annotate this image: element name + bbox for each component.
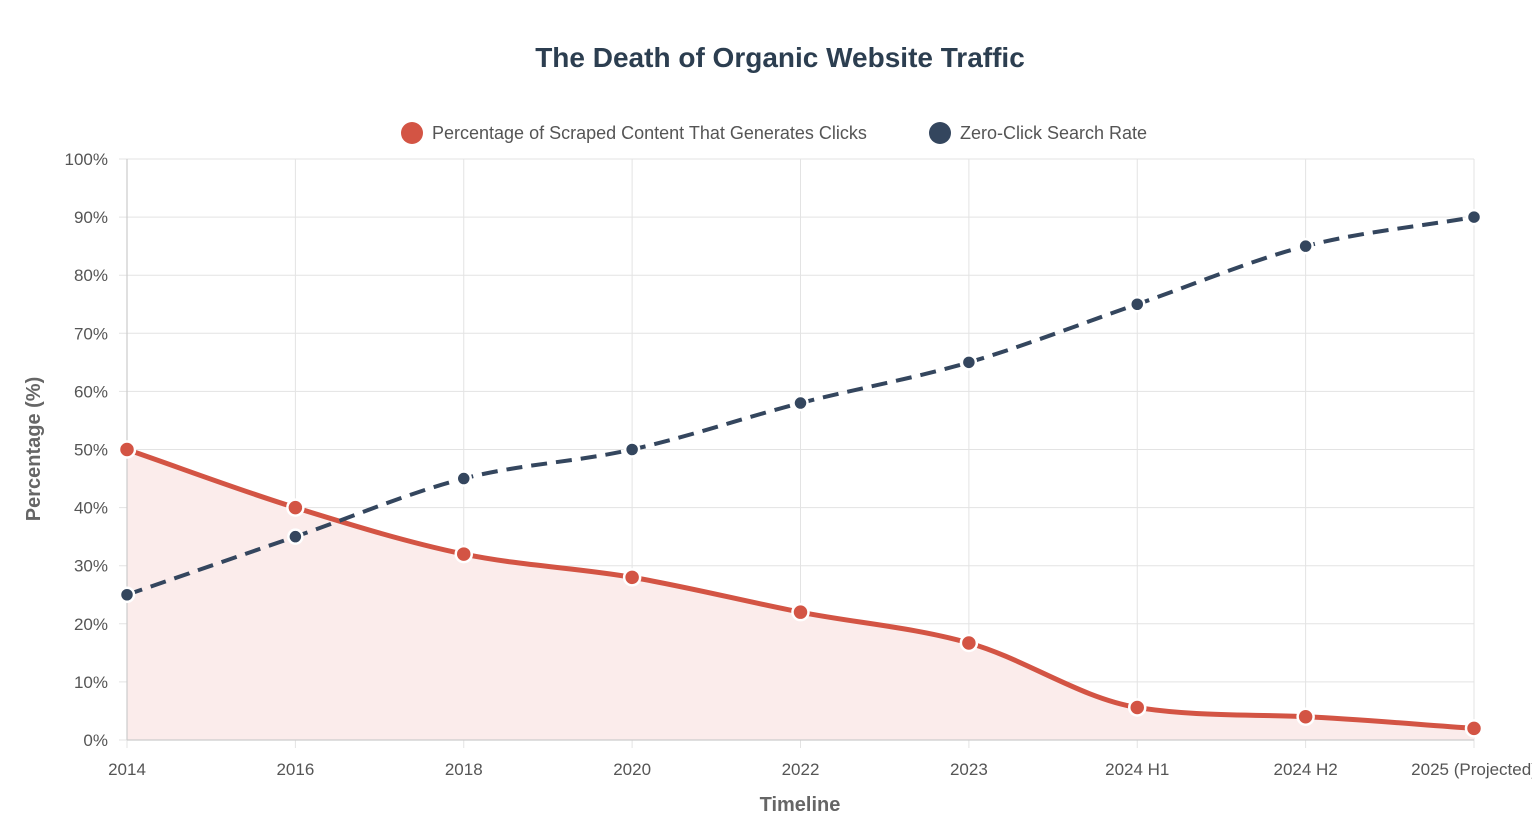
chart-title: The Death of Organic Website Traffic: [535, 42, 1025, 73]
point-zero-click[interactable]: [1297, 237, 1314, 255]
legend-item-zero-click[interactable]: Zero-Click Search Rate: [929, 122, 1147, 144]
y-axis-title: Percentage (%): [23, 377, 45, 522]
legend-label-scraped-content: Percentage of Scraped Content That Gener…: [432, 123, 867, 143]
point-scraped-content[interactable]: [622, 568, 642, 587]
legend-marker-zero-click: [929, 122, 951, 144]
point-zero-click[interactable]: [623, 441, 641, 458]
y-tick-label: 40%: [74, 499, 108, 518]
point-layer: [117, 208, 1484, 738]
point-zero-click[interactable]: [455, 470, 472, 487]
point-scraped-content[interactable]: [454, 544, 473, 564]
label-layer: 0% 10% 20% 30% 40% 50% 60% 70% 80% 90% 100% 2014 201…: [65, 150, 1532, 779]
area-layer: [127, 449, 1474, 740]
point-scraped-content[interactable]: [117, 440, 137, 459]
x-tick-label: 2023: [950, 760, 988, 779]
point-zero-click[interactable]: [1129, 296, 1146, 313]
x-tick-label: 2020: [613, 760, 651, 779]
point-scraped-content[interactable]: [959, 633, 979, 653]
point-zero-click[interactable]: [792, 394, 809, 412]
legend-label-zero-click: Zero-Click Search Rate: [960, 123, 1147, 143]
y-tick-label: 60%: [74, 382, 108, 401]
point-scraped-content[interactable]: [1296, 707, 1315, 727]
y-tick-label: 30%: [74, 557, 108, 576]
legend-item-scraped-content[interactable]: Percentage of Scraped Content That Gener…: [401, 122, 867, 144]
y-tick-label: 20%: [74, 615, 108, 634]
x-tick-label: 2024 H1: [1105, 760, 1169, 779]
legend-marker-scraped-content: [401, 122, 423, 144]
y-tick-label: 90%: [74, 208, 108, 227]
x-tick-label: 2024 H2: [1273, 760, 1337, 779]
y-tick-label: 100%: [65, 150, 108, 169]
x-tick-label: 2016: [276, 760, 314, 779]
point-scraped-content[interactable]: [1128, 698, 1147, 717]
y-tick-label: 0%: [83, 731, 108, 750]
area-scraped-content: [127, 449, 1474, 740]
x-axis-title: Timeline: [760, 794, 841, 816]
point-zero-click[interactable]: [960, 354, 978, 371]
x-tick-label: 2014: [108, 760, 146, 779]
y-tick-label: 10%: [74, 673, 108, 692]
point-scraped-content[interactable]: [286, 498, 305, 517]
point-scraped-content[interactable]: [1464, 719, 1484, 738]
legend: Percentage of Scraped Content That Gener…: [401, 122, 1147, 144]
point-scraped-content[interactable]: [791, 602, 810, 622]
y-tick-label: 80%: [74, 266, 108, 285]
x-tick-label: 2018: [445, 760, 483, 779]
x-tick-label: 2022: [782, 760, 820, 779]
point-zero-click[interactable]: [1465, 208, 1483, 226]
y-tick-label: 70%: [74, 324, 108, 343]
point-zero-click[interactable]: [118, 586, 136, 603]
y-tick-label: 50%: [74, 441, 108, 460]
point-zero-click[interactable]: [287, 528, 304, 545]
x-tick-label: 2025 (Projected): [1411, 760, 1532, 779]
